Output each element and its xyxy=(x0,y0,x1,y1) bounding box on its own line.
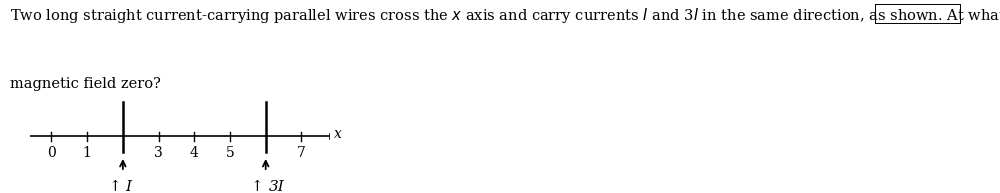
Text: x: x xyxy=(334,127,341,141)
Text: magnetic field zero?: magnetic field zero? xyxy=(10,77,161,91)
Text: ↑: ↑ xyxy=(108,180,121,193)
Text: 1: 1 xyxy=(83,146,92,160)
Text: 5: 5 xyxy=(226,146,234,160)
Text: 3: 3 xyxy=(154,146,163,160)
Text: Two long straight current-carrying parallel wires cross the $x$ axis and carry c: Two long straight current-carrying paral… xyxy=(10,6,1000,25)
Text: ↑: ↑ xyxy=(251,180,264,193)
Text: 3I: 3I xyxy=(269,180,284,193)
Text: 0: 0 xyxy=(47,146,56,160)
Text: I: I xyxy=(126,180,132,193)
Text: 4: 4 xyxy=(190,146,199,160)
Text: 7: 7 xyxy=(297,146,306,160)
